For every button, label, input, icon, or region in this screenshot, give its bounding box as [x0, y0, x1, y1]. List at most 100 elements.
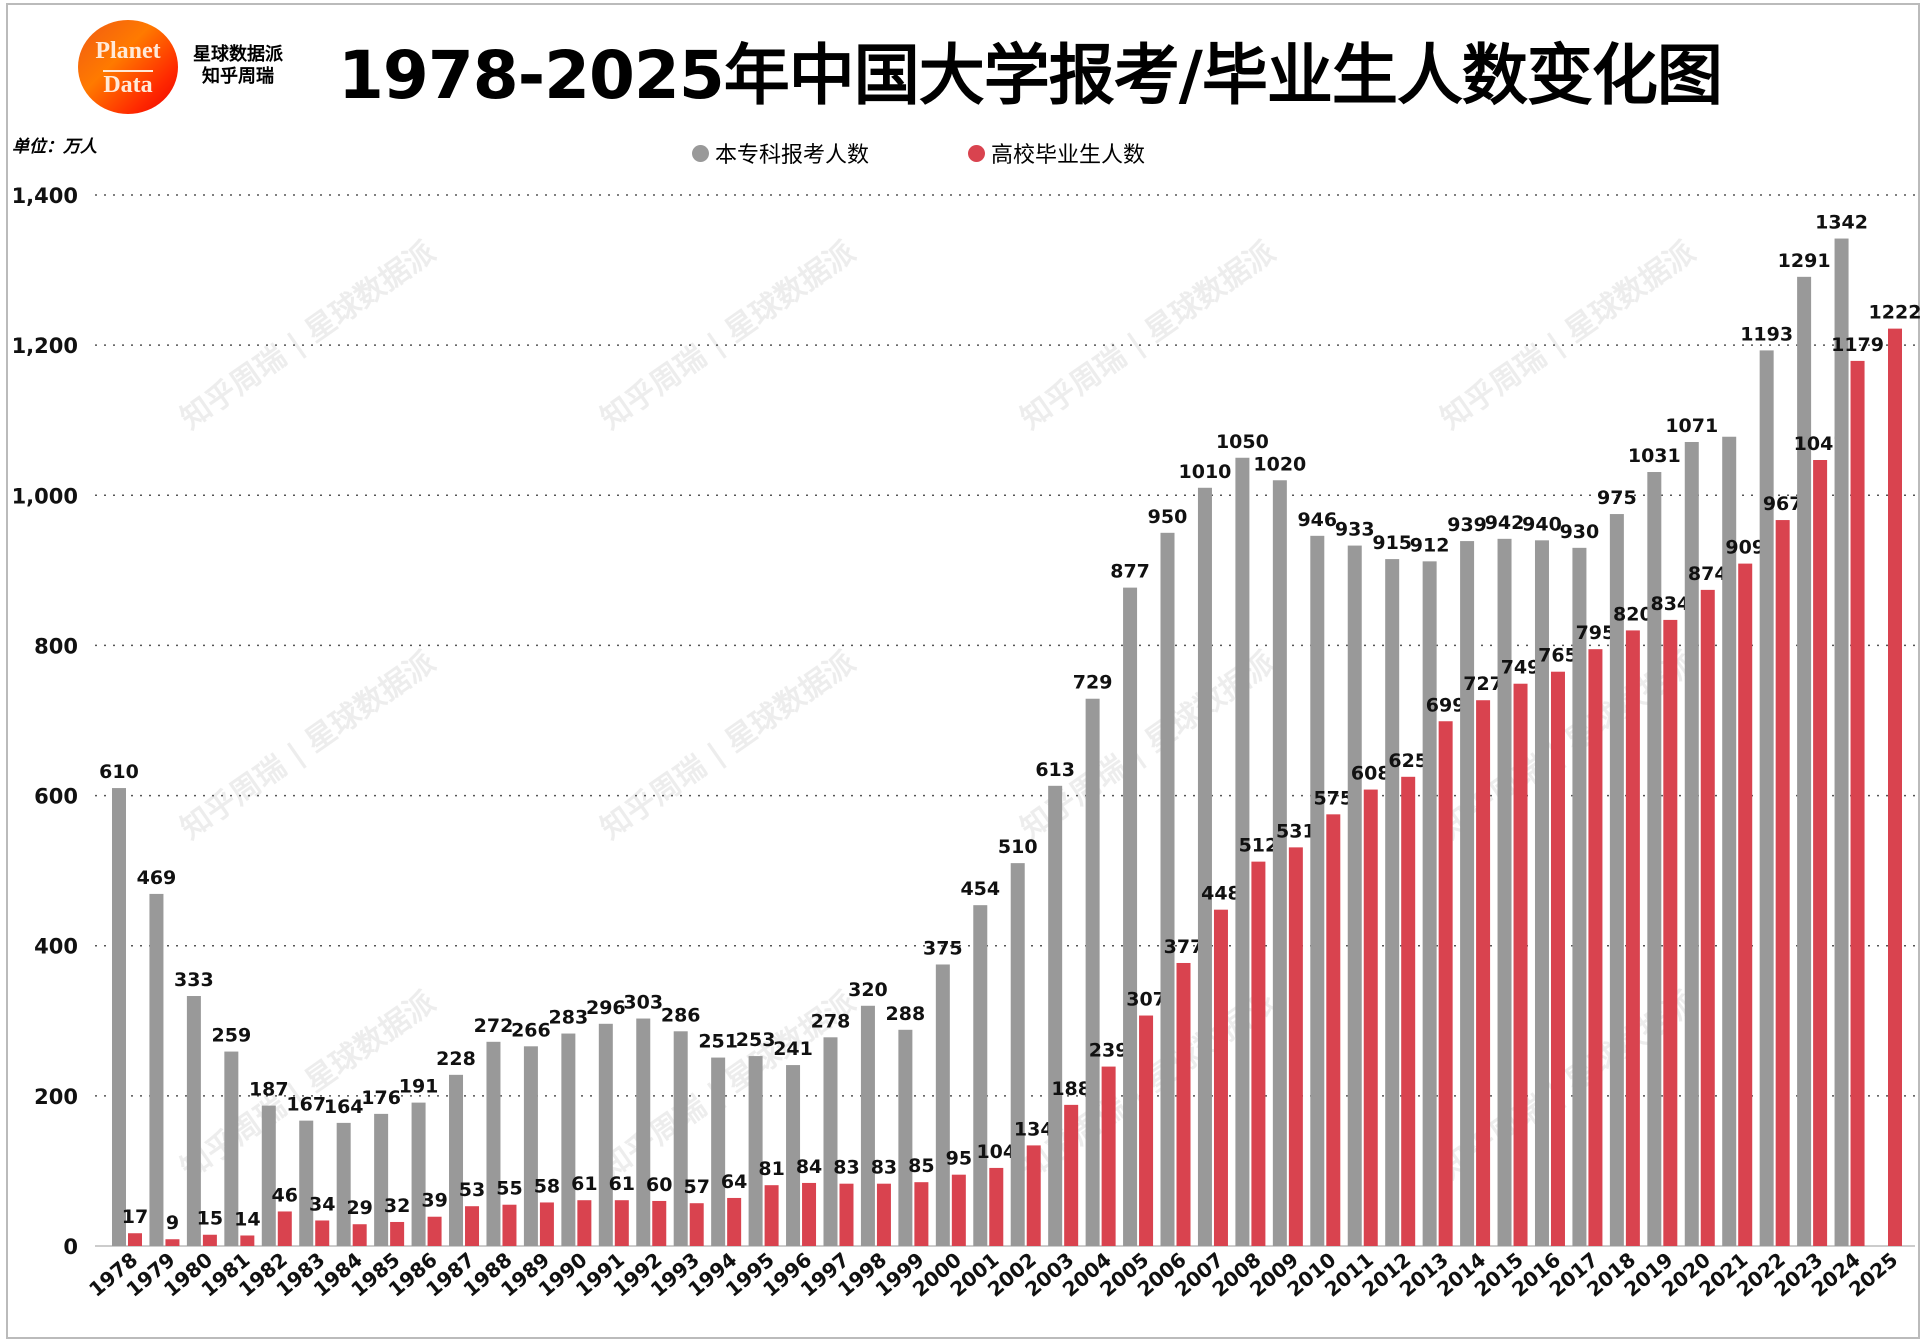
watermark: 知乎周瑞 | 星球数据派 [595, 235, 862, 437]
data-label: 14 [234, 1208, 260, 1230]
unit-label: 单位：万人 [12, 137, 97, 157]
watermark: 知乎周瑞 | 星球数据派 [595, 645, 862, 847]
data-label: 46 [272, 1184, 298, 1206]
bar-applicants [1085, 698, 1100, 1246]
data-label: 940 [1522, 513, 1562, 535]
data-label: 34 [309, 1193, 335, 1215]
bar-graduates [1438, 721, 1453, 1246]
bar-applicants [1422, 561, 1437, 1246]
bar-applicants [1609, 514, 1624, 1246]
brand-text: 星球数据派 知乎周瑞 [193, 44, 283, 88]
bar-applicants [823, 1037, 838, 1246]
data-label: 278 [811, 1010, 851, 1032]
bar-graduates [465, 1206, 480, 1246]
data-label: 17 [122, 1206, 148, 1228]
data-label: 167 [286, 1094, 326, 1116]
bar-applicants [1235, 457, 1250, 1246]
data-label: 307 [1126, 989, 1166, 1011]
data-label: 454 [960, 878, 1000, 900]
bar-graduates [839, 1183, 854, 1246]
data-label: 53 [459, 1179, 485, 1201]
bar-graduates [1775, 520, 1790, 1246]
data-label: 950 [1148, 506, 1188, 528]
data-label: 259 [212, 1025, 252, 1047]
data-label: 266 [511, 1019, 551, 1041]
data-label: 613 [1035, 759, 1075, 781]
data-label: 1179 [1831, 334, 1884, 356]
data-label: 176 [361, 1087, 401, 1109]
data-label: 104 [976, 1141, 1016, 1163]
bar-applicants [786, 1065, 801, 1246]
bar-graduates [989, 1167, 1004, 1246]
bar-graduates [951, 1174, 966, 1246]
data-label: 1031 [1628, 445, 1681, 467]
bar-graduates [1176, 962, 1191, 1246]
data-label: 1047 [1794, 433, 1847, 455]
bar-graduates [1588, 649, 1603, 1246]
bar-graduates [128, 1233, 142, 1246]
data-label: 32 [384, 1195, 410, 1217]
data-label: 333 [174, 969, 214, 991]
legend-swatch-gray [692, 144, 709, 162]
data-label: 1071 [1665, 415, 1718, 437]
y-tick-label: 600 [34, 785, 78, 809]
planet-data-logo: Planet Data [78, 20, 178, 114]
bar-graduates [1064, 1104, 1079, 1246]
bar-applicants [1160, 532, 1175, 1246]
bar-graduates [1738, 563, 1753, 1246]
y-tick-label: 1,000 [12, 484, 78, 508]
data-label: 1342 [1815, 212, 1868, 234]
data-label: 939 [1447, 514, 1487, 536]
data-label: 610 [99, 761, 139, 783]
bar-applicants [973, 905, 988, 1246]
bar-applicants [112, 788, 126, 1246]
bar-graduates [277, 1211, 292, 1246]
data-label: 377 [1164, 936, 1204, 958]
data-label: 975 [1597, 487, 1637, 509]
logo-text-planet: Planet [95, 38, 161, 64]
data-label: 469 [137, 867, 177, 889]
data-label: 29 [346, 1197, 372, 1219]
bar-graduates [1700, 589, 1715, 1246]
bar-applicants [1310, 535, 1325, 1246]
data-label: 512 [1239, 835, 1279, 857]
data-label: 727 [1463, 673, 1503, 695]
data-label: 915 [1372, 532, 1412, 554]
bar-graduates [689, 1203, 704, 1246]
bar-applicants [1497, 538, 1512, 1246]
data-label: 61 [571, 1173, 597, 1195]
data-label: 84 [796, 1156, 822, 1178]
legend-label: 高校毕业生人数 [991, 143, 1146, 168]
watermark: 知乎周瑞 | 星球数据派 [175, 645, 442, 847]
data-label: 933 [1335, 519, 1375, 541]
legend-swatch-red [968, 144, 985, 162]
y-tick-label: 400 [34, 935, 78, 959]
bar-graduates [652, 1200, 667, 1246]
bar-applicants [486, 1041, 501, 1246]
data-label: 608 [1351, 763, 1391, 785]
bar-graduates [1401, 776, 1416, 1246]
bar-graduates [1550, 671, 1565, 1246]
bar-graduates [1026, 1145, 1041, 1246]
data-label: 1020 [1253, 453, 1306, 475]
data-label: 251 [698, 1031, 738, 1053]
legend-item-applicants: 本专科报考人数 [692, 137, 869, 169]
watermark: 知乎周瑞 | 星球数据派 [1435, 985, 1702, 1187]
watermark: 知乎周瑞 | 星球数据派 [1015, 235, 1282, 437]
bar-graduates [539, 1202, 554, 1246]
chart-frame [6, 3, 1920, 1339]
data-label: 1010 [1179, 461, 1232, 483]
data-label: 58 [534, 1175, 560, 1197]
bar-applicants [1797, 276, 1812, 1246]
data-label: 241 [773, 1038, 813, 1060]
bar-applicants [299, 1120, 314, 1246]
bar-applicants [449, 1074, 464, 1246]
bar-applicants [261, 1105, 276, 1246]
data-label: 85 [908, 1155, 934, 1177]
data-label: 909 [1725, 537, 1765, 559]
bar-applicants [1123, 587, 1138, 1246]
bar-applicants [1347, 545, 1362, 1246]
logo-text-data: Data [103, 72, 153, 98]
data-label: 375 [923, 937, 963, 959]
